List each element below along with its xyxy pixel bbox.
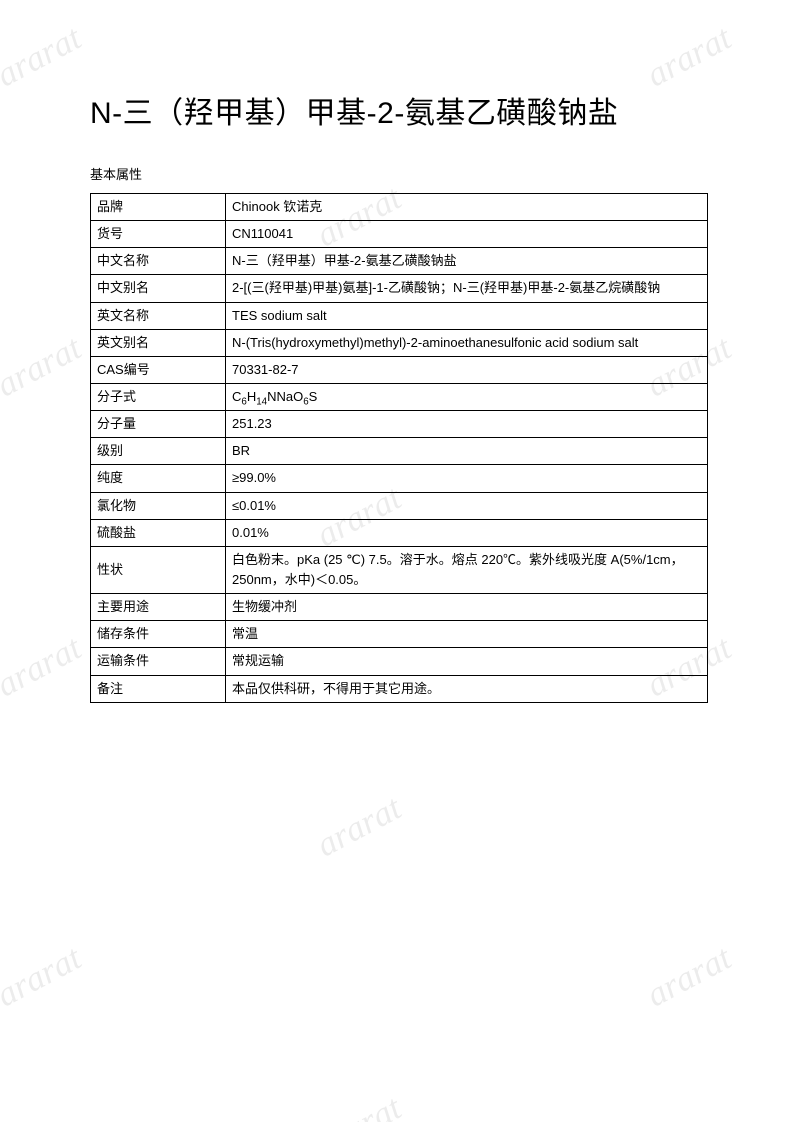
table-row: 主要用途生物缓冲剂 <box>91 594 708 621</box>
table-row: 品牌Chinook 钦诺克 <box>91 194 708 221</box>
property-key: 级别 <box>91 438 226 465</box>
property-value: 0.01% <box>226 519 708 546</box>
property-value: 251.23 <box>226 411 708 438</box>
property-value: 白色粉末。pKa (25 ℃) 7.5。溶于水。熔点 220℃。紫外线吸光度 A… <box>226 546 708 593</box>
property-key: 主要用途 <box>91 594 226 621</box>
table-row: 运输条件常规运输 <box>91 648 708 675</box>
property-value: Chinook 钦诺克 <box>226 194 708 221</box>
property-value: N-三（羟甲基）甲基-2-氨基乙磺酸钠盐 <box>226 248 708 275</box>
property-value: TES sodium salt <box>226 302 708 329</box>
table-row: 备注本品仅供科研，不得用于其它用途。 <box>91 675 708 702</box>
table-row: 氯化物≤0.01% <box>91 492 708 519</box>
property-key: 纯度 <box>91 465 226 492</box>
properties-tbody: 品牌Chinook 钦诺克货号CN110041中文名称N-三（羟甲基）甲基-2-… <box>91 194 708 703</box>
property-key: 货号 <box>91 221 226 248</box>
property-value: 常温 <box>226 621 708 648</box>
table-row: 英文别名N-(Tris(hydroxymethyl)methyl)-2-amin… <box>91 329 708 356</box>
property-value: C6H14NNaO6S <box>226 383 708 410</box>
table-row: 货号CN110041 <box>91 221 708 248</box>
table-row: 英文名称TES sodium salt <box>91 302 708 329</box>
watermark: ararat <box>640 938 738 1015</box>
property-key: 中文别名 <box>91 275 226 302</box>
table-row: 储存条件常温 <box>91 621 708 648</box>
table-row: 分子量251.23 <box>91 411 708 438</box>
property-value: CN110041 <box>226 221 708 248</box>
property-key: 分子式 <box>91 383 226 410</box>
property-value: ≤0.01% <box>226 492 708 519</box>
table-row: 级别BR <box>91 438 708 465</box>
property-key: 硫酸盐 <box>91 519 226 546</box>
property-value: 生物缓冲剂 <box>226 594 708 621</box>
property-key: 储存条件 <box>91 621 226 648</box>
property-value: ≥99.0% <box>226 465 708 492</box>
property-key: 分子量 <box>91 411 226 438</box>
watermark: ararat <box>310 1088 408 1122</box>
property-key: 备注 <box>91 675 226 702</box>
table-row: 纯度≥99.0% <box>91 465 708 492</box>
table-row: 硫酸盐0.01% <box>91 519 708 546</box>
section-label: 基本属性 <box>90 164 708 183</box>
watermark: ararat <box>0 938 88 1015</box>
properties-table: 品牌Chinook 钦诺克货号CN110041中文名称N-三（羟甲基）甲基-2-… <box>90 193 708 703</box>
property-key: 英文名称 <box>91 302 226 329</box>
property-key: 运输条件 <box>91 648 226 675</box>
property-value: N-(Tris(hydroxymethyl)methyl)-2-aminoeth… <box>226 329 708 356</box>
table-row: CAS编号70331-82-7 <box>91 356 708 383</box>
property-value: 常规运输 <box>226 648 708 675</box>
property-key: 氯化物 <box>91 492 226 519</box>
table-row: 中文别名2-[(三(羟甲基)甲基)氨基]-1-乙磺酸钠；N-三(羟甲基)甲基-2… <box>91 275 708 302</box>
document-title: N-三（羟甲基）甲基-2-氨基乙磺酸钠盐 <box>90 85 708 142</box>
property-value: 本品仅供科研，不得用于其它用途。 <box>226 675 708 702</box>
table-row: 分子式C6H14NNaO6S <box>91 383 708 410</box>
table-row: 中文名称N-三（羟甲基）甲基-2-氨基乙磺酸钠盐 <box>91 248 708 275</box>
property-key: CAS编号 <box>91 356 226 383</box>
property-key: 性状 <box>91 546 226 593</box>
property-value: 2-[(三(羟甲基)甲基)氨基]-1-乙磺酸钠；N-三(羟甲基)甲基-2-氨基乙… <box>226 275 708 302</box>
property-value: 70331-82-7 <box>226 356 708 383</box>
property-value: BR <box>226 438 708 465</box>
document-page: N-三（羟甲基）甲基-2-氨基乙磺酸钠盐 基本属性 品牌Chinook 钦诺克货… <box>0 0 793 703</box>
property-key: 品牌 <box>91 194 226 221</box>
property-key: 英文别名 <box>91 329 226 356</box>
watermark: ararat <box>310 788 408 865</box>
table-row: 性状白色粉末。pKa (25 ℃) 7.5。溶于水。熔点 220℃。紫外线吸光度… <box>91 546 708 593</box>
property-key: 中文名称 <box>91 248 226 275</box>
